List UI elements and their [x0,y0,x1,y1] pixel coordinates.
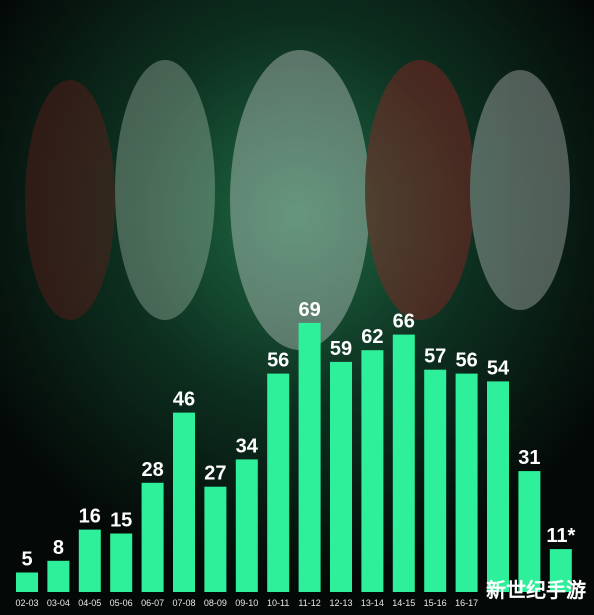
watermark: 新世纪手游 [486,578,586,602]
x-tick-label: 12-13 [329,598,352,608]
value-label: 5 [21,549,32,571]
value-label: 59 [330,338,352,360]
player-silhouettes [25,50,570,350]
bar [487,381,509,592]
value-label: 54 [487,357,510,379]
bar [267,373,290,592]
value-label: 15 [110,510,132,532]
value-label: 46 [173,389,195,411]
bar [330,361,352,592]
value-label: 8 [53,537,64,559]
bar [298,322,321,592]
bar [361,350,384,592]
value-label: 28 [141,459,163,481]
bar [549,549,572,592]
x-tick-label: 07-08 [172,598,195,608]
bar [455,373,478,592]
bar [204,486,227,592]
x-tick-label: 06-07 [141,598,164,608]
bar [47,560,70,592]
bar [141,482,164,592]
bar [235,459,258,592]
value-label: 11* [546,525,575,547]
value-label: 27 [204,463,226,485]
bar [392,334,415,592]
value-label: 16 [79,506,101,528]
x-tick-label: 13-14 [361,598,384,608]
bar [424,369,447,592]
bar [518,471,541,592]
x-tick-label: 10-11 [267,598,289,608]
x-tick-label: 04-05 [78,598,101,608]
bar [16,572,38,592]
x-tick-label: 11-12 [298,598,320,608]
value-label: 56 [455,350,477,372]
x-tick-label: 14-15 [392,598,415,608]
x-tick-label: 02-03 [15,598,38,608]
value-label: 56 [267,350,289,372]
value-label: 34 [236,435,259,457]
bar [78,529,101,592]
x-tick-label: 15-16 [424,598,447,608]
value-label: 57 [424,346,446,368]
bar [173,412,195,592]
value-label: 62 [361,326,383,348]
x-tick-label: 03-04 [47,598,70,608]
x-tick-label: 08-09 [204,598,227,608]
value-label: 31 [518,447,540,469]
value-label: 69 [298,299,320,321]
x-tick-label: 05-06 [110,598,133,608]
x-tick-label: 16-17 [455,598,478,608]
x-tick-label: 09-10 [235,598,258,608]
bar [110,533,133,592]
value-label: 66 [393,311,415,333]
